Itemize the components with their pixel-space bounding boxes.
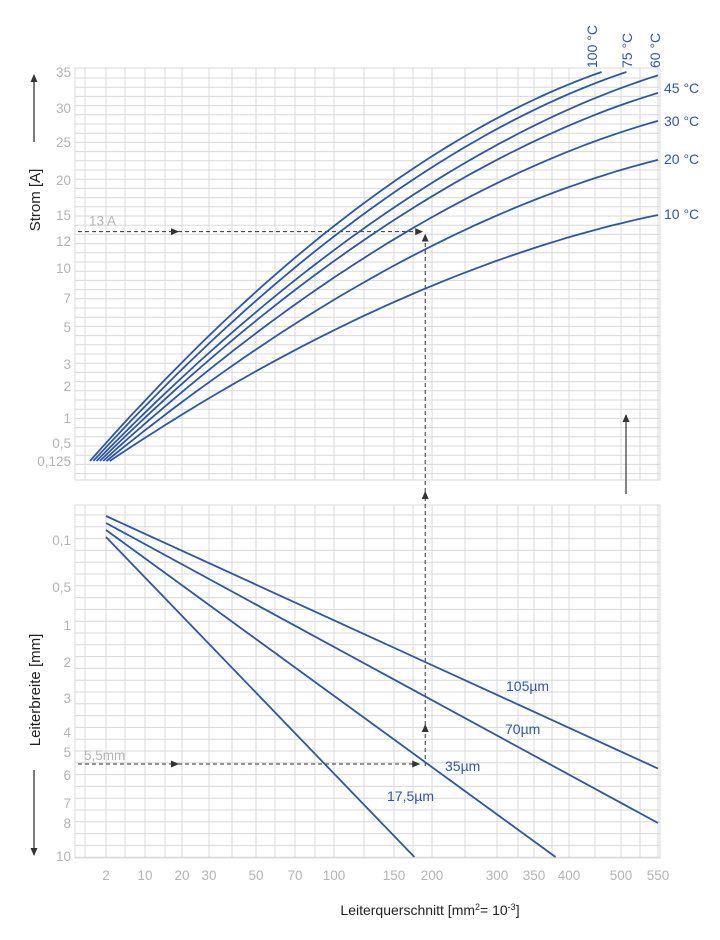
thickness-line: [105, 522, 659, 824]
bottom-panel-grid: [74, 504, 661, 859]
top-y-tick-label: 0,125: [37, 454, 71, 469]
x-axis-title: Leiterquerschnitt [mm2= 10-3]: [340, 902, 519, 918]
top-y-tick-label: 15: [56, 208, 71, 223]
bottom-y-tick-label: 6: [63, 768, 71, 783]
temperature-curve: [92, 71, 627, 462]
x-tick-label: 500: [610, 868, 633, 883]
x-tick-label: 30: [201, 868, 216, 883]
thickness-line: [105, 529, 557, 858]
guide-lines: 13 A 5,5mm: [78, 214, 429, 768]
bottom-y-tick-labels: 0,1 0,5 1 2 3 4 5 6 7 8 10: [52, 533, 71, 864]
temperature-curve-label: 10 °C: [664, 206, 699, 222]
bottom-y-tick-label: 5: [63, 745, 71, 760]
top-y-tick-label: 0,5: [52, 436, 71, 451]
bottom-y-tick-label: 0,1: [52, 533, 71, 548]
top-panel-frame: [74, 67, 661, 481]
annotation-13a: 13 A: [89, 214, 116, 229]
top-y-tick-label: 12: [56, 234, 71, 249]
bottom-y-tick-label: 10: [56, 849, 71, 864]
thickness-line-label: 70µm: [505, 721, 540, 737]
annotation-5-5mm: 5,5mm: [84, 748, 125, 763]
temperature-curve: [99, 92, 659, 462]
x-tick-label: 50: [248, 868, 263, 883]
top-y-tick-label: 7: [63, 291, 71, 306]
thickness-line: [105, 515, 659, 770]
temperature-curve-label: 45 °C: [664, 80, 699, 96]
x-tick-label: 20: [174, 868, 189, 883]
x-tick-label: 400: [558, 868, 581, 883]
top-y-tick-label: 35: [56, 65, 71, 80]
top-panel-grid: [74, 67, 661, 481]
top-y-tick-label: 20: [56, 173, 71, 188]
x-tick-label: 70: [287, 868, 302, 883]
temperature-curve: [109, 214, 659, 462]
temperature-curve-label: 100 °C: [584, 25, 600, 68]
x-tick-label: 10: [137, 868, 152, 883]
temperature-curve-label: 30 °C: [664, 113, 699, 129]
temperature-curve: [95, 74, 659, 462]
thickness-line: [105, 536, 416, 858]
top-y-tick-label: 1: [63, 411, 71, 426]
top-y-tick-label: 5: [63, 320, 71, 335]
series-labels: 100 °C 75 °C 60 °C45 °C 30 °C 20 °C 10 °C 105µ…: [387, 25, 699, 804]
temperature-curve: [89, 71, 602, 462]
bottom-y-tick-label: 0,5: [52, 580, 71, 595]
temperature-curve-label: 75 °C: [619, 33, 635, 68]
x-tick-label: 150: [383, 868, 406, 883]
top-y-tick-labels: 35 30 25 20 15 12 10 7 5 3 2 1 0,5 0,125: [37, 65, 71, 469]
bottom-y-tick-label: 3: [63, 691, 71, 706]
thickness-line-label: 17,5µm: [387, 788, 434, 804]
temperature-curves: [89, 71, 659, 462]
x-tick-label: 550: [647, 868, 670, 883]
thickness-curves: [105, 515, 659, 858]
x-tick-label: 100: [323, 868, 346, 883]
top-y-tick-label: 3: [63, 357, 71, 372]
top-y-tick-label: 2: [63, 379, 71, 394]
bottom-panel-frame: [74, 504, 661, 859]
temperature-curve: [105, 159, 659, 462]
top-y-tick-label: 30: [56, 101, 71, 116]
bottom-y-tick-label: 8: [63, 816, 71, 831]
x-tick-label: 200: [421, 868, 444, 883]
x-tick-label: 350: [523, 868, 546, 883]
bottom-y-tick-label: 1: [63, 618, 71, 633]
thickness-line-label: 35µm: [445, 758, 480, 774]
bottom-y-tick-label: 2: [63, 655, 71, 670]
bottom-y-tick-label: 4: [63, 725, 71, 740]
x-tick-labels: 2 10 20 30 50 70 100 150 200 300 350 400 500 550: [102, 868, 669, 883]
temperature-curve-label: 60 °C: [647, 33, 663, 68]
x-tick-label: 300: [486, 868, 509, 883]
x-tick-label: 2: [102, 868, 110, 883]
temperature-curve: [102, 120, 659, 462]
top-y-tick-label: 10: [56, 261, 71, 276]
bottom-y-axis-title: Leiterbreite [mm]: [27, 634, 44, 747]
bottom-y-tick-label: 7: [63, 796, 71, 811]
temperature-curve-label: 20 °C: [664, 151, 699, 167]
thickness-line-label: 105µm: [506, 678, 549, 694]
top-y-tick-label: 25: [56, 135, 71, 150]
top-y-axis-title: Strom [A]: [27, 169, 44, 232]
